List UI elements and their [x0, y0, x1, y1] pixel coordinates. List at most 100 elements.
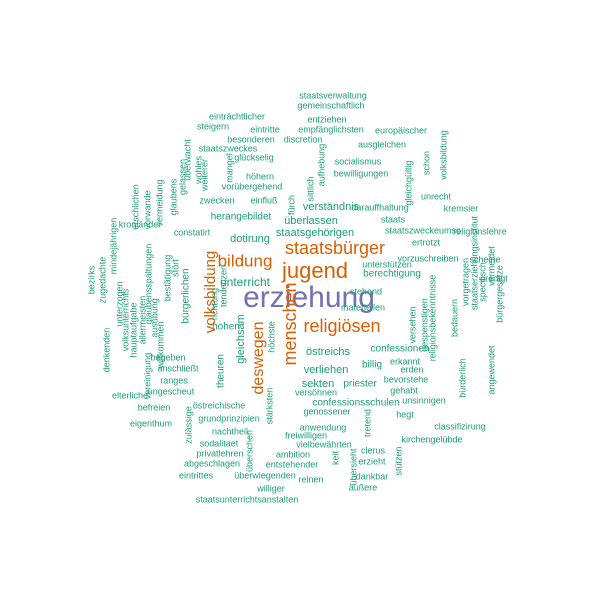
word: bildung: [218, 251, 273, 270]
word: ambition: [276, 449, 310, 459]
word: abgeschlagen: [184, 458, 240, 468]
word: europäischer: [375, 125, 427, 135]
word: überwacht: [182, 139, 192, 181]
word: genossener: [303, 406, 350, 416]
word: privatlehren: [196, 448, 243, 458]
word: glückselig: [234, 152, 274, 162]
word: vorzuschreiben: [397, 253, 458, 263]
word: höchste: [266, 321, 276, 353]
word: eigenthum: [130, 418, 172, 428]
word: herangebildet: [211, 212, 272, 223]
word: entstehender: [266, 459, 319, 469]
word: hohen: [212, 322, 240, 333]
word: entziehen: [307, 114, 346, 124]
word: vorgetragen: [460, 258, 470, 306]
word: vorwande: [142, 190, 152, 229]
word: begeben: [150, 352, 185, 362]
word: glaubensspaltungen: [143, 244, 153, 325]
word: constatirt: [174, 227, 211, 237]
word: kremsier: [444, 203, 479, 213]
word: staatsbürger: [285, 238, 385, 258]
word: religionslehre: [453, 226, 507, 236]
word: eintritte: [250, 124, 280, 134]
word: confessionen: [371, 344, 430, 355]
word: verliehen: [304, 364, 349, 376]
word: äußere: [349, 482, 378, 492]
word: zwecken: [199, 195, 234, 205]
word: freiwilligen: [285, 430, 327, 440]
word: staatserziehungsinstitut: [469, 215, 479, 310]
word: williger: [256, 483, 285, 493]
word: predigt: [480, 273, 508, 283]
word: unterstützen: [362, 259, 412, 269]
word: billig: [362, 360, 382, 371]
word: specifisch: [477, 262, 487, 302]
word: bezirks: [86, 265, 96, 294]
word: bürgergesetze: [494, 265, 504, 323]
word: bestätigung: [162, 255, 172, 302]
word: volksbildung: [438, 130, 448, 180]
word: unsinnigen: [402, 395, 446, 405]
word: weiterer: [199, 159, 209, 192]
word: menschen: [280, 282, 300, 365]
word: aufhebung: [316, 144, 326, 187]
word: staatszweckeumso: [385, 225, 461, 235]
word: socialismus: [335, 156, 382, 166]
word: ertrotzt: [412, 237, 441, 247]
word: bedauern: [449, 299, 459, 337]
word: besonderen: [227, 134, 275, 144]
word: glaubens: [168, 178, 178, 215]
word: zulässige: [183, 406, 193, 444]
word: empfänglichsten: [298, 124, 364, 134]
word: elterliche: [112, 390, 148, 400]
word: volksunterrichts: [120, 288, 130, 351]
word: erschlichen: [130, 184, 140, 230]
word: bewilligungen: [334, 168, 389, 178]
word: unterzogen: [114, 281, 124, 326]
word: staatsverwaltung: [299, 90, 367, 100]
word: stützen: [393, 446, 403, 475]
word: östreichische: [193, 400, 246, 410]
word: anschließt: [157, 363, 199, 373]
word: vereinigung: [142, 353, 152, 400]
word: versehen: [407, 306, 417, 343]
word: verständnis: [303, 201, 360, 213]
word: kirchengelübde: [401, 434, 462, 444]
word: scheine: [469, 254, 500, 264]
word: unrecht: [421, 191, 452, 201]
word: staatsunterrichtsanstalten: [196, 494, 299, 504]
word: allermeisten: [137, 296, 147, 345]
word: erziehung: [243, 281, 375, 314]
word: steigern: [197, 121, 229, 131]
word: confessionsschulen: [312, 398, 399, 409]
word: vorübergehend: [222, 181, 283, 191]
word: erkannt: [390, 356, 421, 366]
word: bevorstehe: [384, 374, 429, 384]
word: gehabt: [390, 385, 418, 395]
word: höhern: [246, 171, 274, 181]
word: vielbewährten: [296, 439, 352, 449]
word: grundprinzipien: [198, 413, 260, 423]
word: angewendet: [486, 345, 496, 395]
word: clerus: [361, 445, 386, 455]
word: versöhnen: [295, 387, 337, 397]
word: keit: [330, 451, 340, 466]
word: hauptaufgabe: [128, 302, 138, 357]
word: gleichgültig: [403, 160, 413, 205]
word: vermeidung: [154, 179, 164, 226]
word: stehend: [350, 286, 382, 296]
word: sekten: [302, 378, 334, 390]
word: sittlich: [305, 176, 315, 201]
word: gemeinschaftlich: [297, 100, 364, 110]
word: materiellen: [341, 302, 385, 312]
word: reinen: [298, 474, 323, 484]
word: tretend: [362, 409, 372, 437]
word: dankbar: [356, 471, 389, 481]
word: fürch: [286, 195, 296, 215]
word: hegt: [396, 409, 414, 419]
word: eintrittes: [179, 470, 214, 480]
word: berechtigung: [363, 269, 421, 280]
word: discretion: [284, 134, 323, 144]
word: wohles: [193, 155, 203, 185]
word: befreien: [138, 402, 171, 412]
